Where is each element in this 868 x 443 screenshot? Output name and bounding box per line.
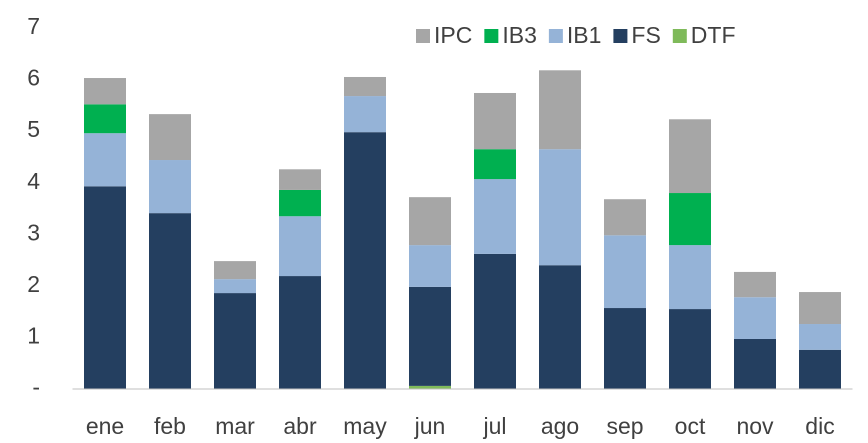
- bar-segment: [279, 189, 321, 217]
- bar-segment: [474, 179, 516, 254]
- y-tick-label: 5: [27, 116, 40, 142]
- bar-segment: [734, 338, 776, 389]
- bar-segment: [734, 271, 776, 298]
- x-tick-label: mar: [215, 413, 255, 439]
- bar-segment: [669, 309, 711, 389]
- y-tick-label: 6: [27, 65, 40, 91]
- x-tick-label: ene: [86, 413, 124, 439]
- x-tick-label: sep: [606, 413, 643, 439]
- bar-segment: [149, 213, 191, 389]
- bar-segment: [214, 261, 256, 280]
- x-tick-label: ago: [541, 413, 579, 439]
- legend-label: FS: [631, 22, 660, 48]
- bar-segment: [604, 235, 646, 309]
- bar-segment: [409, 385, 451, 389]
- x-tick-label: may: [343, 413, 387, 439]
- bar-segment: [279, 276, 321, 389]
- x-tick-label: nov: [736, 413, 774, 439]
- legend-swatch: [416, 29, 430, 43]
- bar-segment: [84, 78, 126, 105]
- bar-segment: [279, 216, 321, 277]
- y-tick-label: 2: [27, 271, 40, 297]
- legend-swatch: [484, 29, 499, 43]
- x-tick-label: feb: [154, 413, 186, 439]
- bar-segment: [409, 245, 451, 287]
- bar-segment: [344, 96, 386, 133]
- bar-segment: [84, 133, 126, 187]
- x-tick-label: dic: [805, 413, 834, 439]
- y-tick-label: 1: [27, 323, 40, 349]
- y-tick-label: 4: [27, 168, 40, 194]
- bar-segment: [474, 92, 516, 150]
- legend-label: IB1: [567, 22, 602, 48]
- y-tick-label: -: [32, 374, 40, 400]
- legend-label: DTF: [691, 22, 736, 48]
- y-tick-label: 3: [27, 219, 40, 245]
- bar-segment: [604, 308, 646, 389]
- bar-segment: [279, 169, 321, 190]
- legend-label: IB3: [502, 22, 537, 48]
- legend-label: IPC: [434, 22, 472, 48]
- bar-segment: [799, 292, 841, 325]
- bar-segment: [344, 132, 386, 389]
- bar-segment: [539, 149, 581, 266]
- legend-swatch: [672, 29, 687, 43]
- x-tick-label: jul: [482, 413, 506, 439]
- x-tick-label: oct: [675, 413, 706, 439]
- bar-segment: [149, 160, 191, 214]
- bar-segment: [539, 265, 581, 389]
- bar-segment: [669, 245, 711, 310]
- bar-segment: [539, 70, 581, 150]
- bar-segment: [474, 253, 516, 389]
- bar-segment: [734, 297, 776, 339]
- legend-swatch: [613, 29, 628, 43]
- y-tick-label: 7: [27, 13, 40, 39]
- legend-swatch: [548, 29, 563, 43]
- x-tick-label: jun: [414, 413, 446, 439]
- bar-segment: [84, 186, 126, 389]
- bar-segment: [604, 199, 646, 236]
- bar-segment: [669, 193, 711, 246]
- bar-segment: [409, 286, 451, 386]
- x-tick-label: abr: [283, 413, 317, 439]
- bar-segment: [214, 293, 256, 389]
- bar-segment: [84, 104, 126, 134]
- bar-segment: [799, 324, 841, 350]
- bar-segment: [214, 279, 256, 294]
- bar-segment: [344, 76, 386, 97]
- bar-segment: [669, 119, 711, 194]
- bar-segment: [409, 197, 451, 246]
- bar-segment: [474, 149, 516, 180]
- bar-segment: [149, 114, 191, 161]
- bar-segment: [799, 349, 841, 389]
